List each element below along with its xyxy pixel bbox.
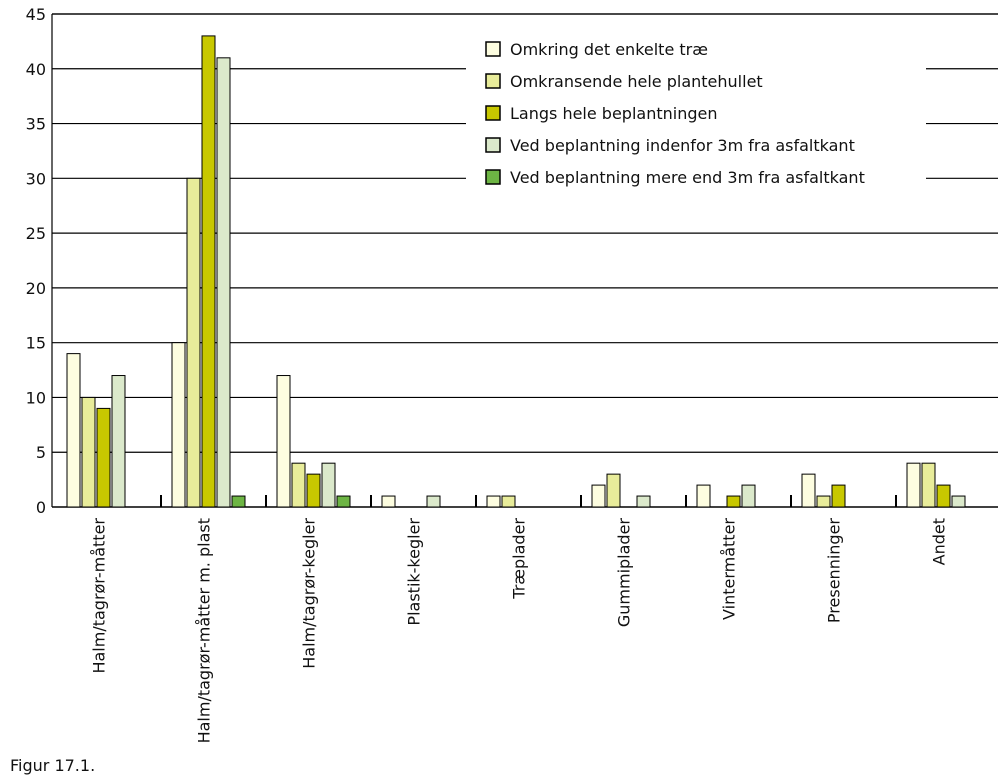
bar-2-9 bbox=[921, 462, 936, 508]
bar-1-1 bbox=[66, 353, 81, 508]
legend-label: Langs hele beplantningen bbox=[510, 104, 717, 123]
bar-1-7 bbox=[696, 484, 711, 508]
y-tick-label: 45 bbox=[26, 5, 46, 24]
bar-5-2 bbox=[231, 495, 246, 508]
legend: Omkring det enkelte træ Omkransende hele … bbox=[466, 28, 926, 220]
bar-3-3 bbox=[306, 473, 321, 508]
y-tick-labels: 0 5 10 15 20 25 30 35 40 45 bbox=[26, 5, 46, 517]
category-label: Andet bbox=[930, 518, 949, 565]
category-label: Træplader bbox=[510, 518, 529, 600]
bar-1-8 bbox=[801, 473, 816, 508]
bar-3-9 bbox=[936, 484, 951, 508]
legend-label: Ved beplantning mere end 3m fra asfaltka… bbox=[510, 168, 865, 187]
category-labels: Halm/tagrør-måtter Halm/tagrør-måtter m. … bbox=[90, 518, 949, 744]
bar-3-2 bbox=[201, 35, 216, 508]
y-tick-label: 5 bbox=[36, 443, 46, 462]
category-label: Vintermåtter bbox=[720, 518, 739, 620]
legend-label: Ved beplantning indenfor 3m fra asfaltka… bbox=[510, 136, 855, 155]
y-tick-label: 40 bbox=[26, 60, 46, 79]
bar-1-9 bbox=[906, 462, 921, 508]
bar-2-6 bbox=[606, 473, 621, 508]
bar-2-3 bbox=[291, 462, 306, 508]
bar-5-3 bbox=[336, 495, 351, 508]
legend-swatch bbox=[485, 105, 501, 121]
legend-swatch bbox=[485, 73, 501, 89]
category-label: Presenninger bbox=[825, 518, 844, 623]
bar-4-2 bbox=[216, 57, 231, 508]
bar-4-3 bbox=[321, 462, 336, 508]
category-label: Gummiplader bbox=[615, 518, 634, 628]
y-tick-label: 10 bbox=[26, 388, 46, 407]
y-tick-label: 20 bbox=[26, 279, 46, 298]
legend-swatch bbox=[485, 137, 501, 153]
bar-1-6 bbox=[591, 484, 606, 508]
bar-2-5 bbox=[501, 495, 516, 508]
bar-3-1 bbox=[96, 407, 111, 508]
y-tick-label: 25 bbox=[26, 224, 46, 243]
bar-2-8 bbox=[816, 495, 831, 508]
bar-4-6 bbox=[636, 495, 651, 508]
bar-1-2 bbox=[171, 342, 186, 508]
bar-4-9 bbox=[951, 495, 966, 508]
bar-3-7 bbox=[726, 495, 741, 508]
bar-4-7 bbox=[741, 484, 756, 508]
category-label: Halm/tagrør-kegler bbox=[300, 518, 319, 669]
legend-label: Omkring det enkelte træ bbox=[510, 40, 708, 59]
legend-background bbox=[466, 28, 926, 220]
bar-1-4 bbox=[381, 495, 396, 508]
category-label: Halm/tagrør-måtter m. plast bbox=[195, 518, 214, 743]
y-tick-label: 0 bbox=[36, 498, 46, 517]
bar-3-8 bbox=[831, 484, 846, 508]
legend-label: Omkransende hele plantehullet bbox=[510, 72, 763, 91]
bar-2-1 bbox=[81, 396, 96, 508]
bar-4-4 bbox=[426, 495, 441, 508]
bar-2-2 bbox=[186, 177, 201, 508]
bar-4-1 bbox=[111, 375, 126, 508]
y-tick-label: 15 bbox=[26, 334, 46, 353]
category-label: Halm/tagrør-måtter bbox=[90, 518, 109, 674]
legend-swatch bbox=[485, 41, 501, 57]
legend-swatch bbox=[485, 169, 501, 185]
bars bbox=[66, 35, 966, 508]
figure-caption: Figur 17.1. bbox=[10, 756, 96, 775]
category-label: Plastik-kegler bbox=[405, 518, 424, 626]
y-tick-label: 35 bbox=[26, 115, 46, 134]
y-tick-label: 30 bbox=[26, 169, 46, 188]
bar-1-5 bbox=[486, 495, 501, 508]
bar-1-3 bbox=[276, 375, 291, 508]
